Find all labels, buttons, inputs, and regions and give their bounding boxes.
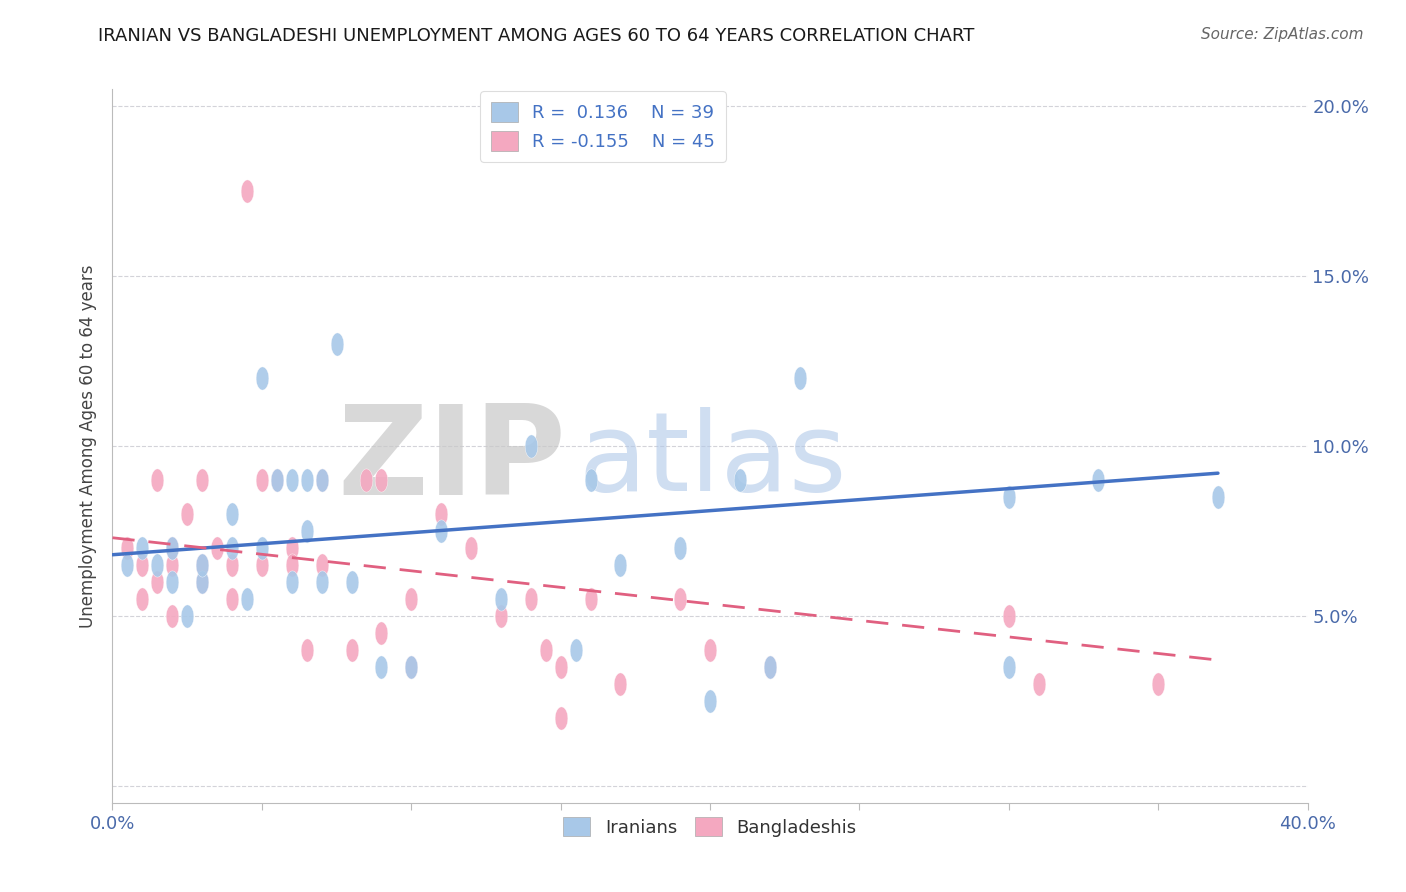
Point xyxy=(221,591,243,606)
Point xyxy=(295,473,318,487)
Point xyxy=(728,473,751,487)
Point xyxy=(1147,677,1170,691)
Point xyxy=(1206,490,1229,504)
Point xyxy=(162,574,183,589)
Point xyxy=(191,558,214,572)
Point xyxy=(162,608,183,623)
Point xyxy=(191,574,214,589)
Point xyxy=(250,541,273,555)
Point xyxy=(759,660,782,674)
Point xyxy=(221,558,243,572)
Point xyxy=(146,574,169,589)
Point xyxy=(699,694,721,708)
Point xyxy=(550,711,572,725)
Point xyxy=(520,591,543,606)
Point xyxy=(520,439,543,453)
Point xyxy=(550,660,572,674)
Point xyxy=(117,541,139,555)
Text: ZIP: ZIP xyxy=(337,400,567,521)
Point xyxy=(162,558,183,572)
Point xyxy=(162,541,183,555)
Point xyxy=(311,574,333,589)
Point xyxy=(191,574,214,589)
Point xyxy=(489,608,512,623)
Point xyxy=(356,473,378,487)
Point xyxy=(311,473,333,487)
Text: atlas: atlas xyxy=(579,407,846,514)
Point xyxy=(131,541,153,555)
Point xyxy=(609,677,631,691)
Point xyxy=(1087,473,1109,487)
Point xyxy=(579,473,602,487)
Point xyxy=(221,541,243,555)
Point xyxy=(281,558,304,572)
Point xyxy=(146,473,169,487)
Point xyxy=(998,490,1021,504)
Point xyxy=(162,541,183,555)
Point xyxy=(131,558,153,572)
Point xyxy=(205,541,228,555)
Point xyxy=(266,473,288,487)
Point xyxy=(176,507,198,521)
Point xyxy=(609,558,631,572)
Point xyxy=(998,660,1021,674)
Point xyxy=(669,591,692,606)
Text: Source: ZipAtlas.com: Source: ZipAtlas.com xyxy=(1201,27,1364,42)
Point xyxy=(281,473,304,487)
Point xyxy=(370,626,392,640)
Point xyxy=(176,608,198,623)
Point xyxy=(311,558,333,572)
Point xyxy=(117,558,139,572)
Point xyxy=(489,591,512,606)
Point xyxy=(430,507,453,521)
Text: IRANIAN VS BANGLADESHI UNEMPLOYMENT AMONG AGES 60 TO 64 YEARS CORRELATION CHART: IRANIAN VS BANGLADESHI UNEMPLOYMENT AMON… xyxy=(98,27,974,45)
Point xyxy=(564,643,586,657)
Point xyxy=(250,558,273,572)
Point xyxy=(340,643,363,657)
Point xyxy=(340,574,363,589)
Legend: Iranians, Bangladeshis: Iranians, Bangladeshis xyxy=(555,809,865,844)
Point xyxy=(789,371,811,385)
Point xyxy=(699,643,721,657)
Point xyxy=(281,574,304,589)
Point xyxy=(430,524,453,538)
Point xyxy=(266,473,288,487)
Point xyxy=(250,473,273,487)
Point xyxy=(191,558,214,572)
Point xyxy=(281,541,304,555)
Point xyxy=(236,184,259,198)
Point xyxy=(1028,677,1050,691)
Point xyxy=(998,608,1021,623)
Point xyxy=(460,541,482,555)
Point xyxy=(295,524,318,538)
Point xyxy=(759,660,782,674)
Point xyxy=(401,660,423,674)
Point xyxy=(370,473,392,487)
Point xyxy=(534,643,557,657)
Point xyxy=(370,660,392,674)
Point xyxy=(295,643,318,657)
Point xyxy=(325,337,347,351)
Point xyxy=(401,660,423,674)
Point xyxy=(669,541,692,555)
Point xyxy=(250,371,273,385)
Point xyxy=(146,558,169,572)
Point xyxy=(191,473,214,487)
Point xyxy=(311,473,333,487)
Point xyxy=(221,507,243,521)
Point xyxy=(579,591,602,606)
Point xyxy=(401,591,423,606)
Point xyxy=(236,591,259,606)
Point xyxy=(131,591,153,606)
Y-axis label: Unemployment Among Ages 60 to 64 years: Unemployment Among Ages 60 to 64 years xyxy=(79,264,97,628)
